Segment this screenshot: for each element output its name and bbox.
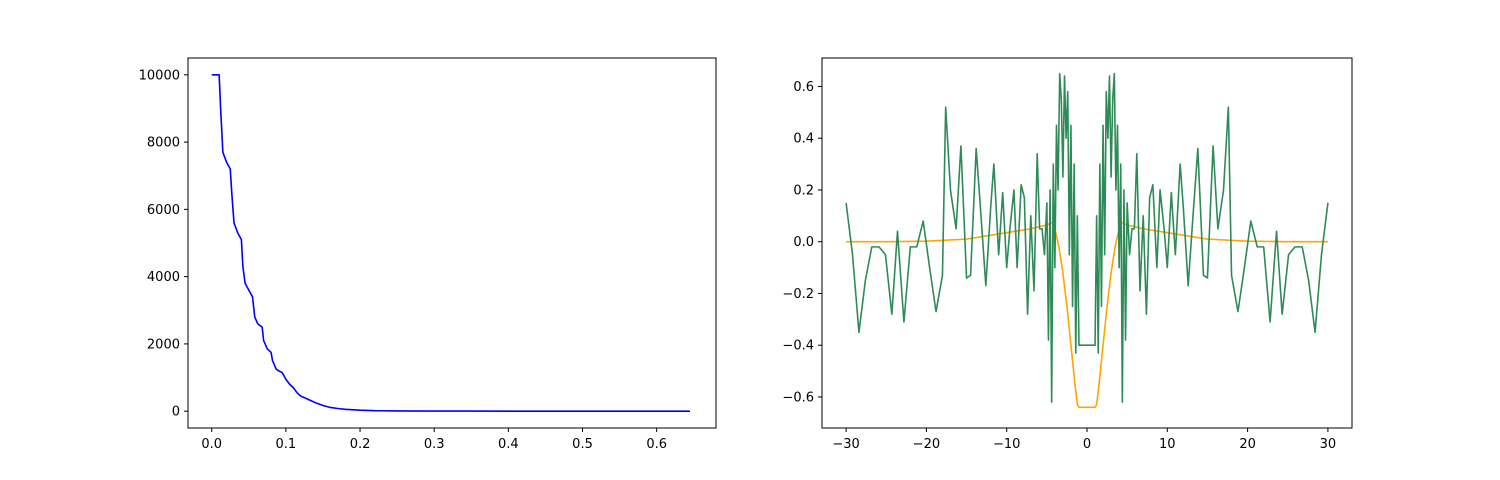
axes-frame [187, 57, 717, 429]
x-tick-label: 0.1 [276, 437, 297, 452]
x-tick-label: 20 [1239, 437, 1256, 452]
x-tick-label: −20 [913, 437, 940, 452]
x-tick-label: 30 [1320, 437, 1337, 452]
x-tick-label: 0.5 [572, 437, 593, 452]
y-tick-label: −0.4 [782, 339, 814, 354]
series-line-1 [211, 74, 691, 412]
y-tick-label: 6000 [147, 203, 180, 218]
y-tick-label: 2000 [147, 337, 180, 352]
y-tick-label: 10000 [139, 68, 180, 83]
x-tick-label: 0.3 [424, 437, 445, 452]
series-line-2 [845, 72, 1329, 403]
x-tick-label: 0.2 [350, 437, 371, 452]
x-tick-label: 0.6 [646, 437, 667, 452]
y-tick-label: −0.2 [782, 287, 814, 302]
x-tick-label: 10 [1159, 437, 1176, 452]
y-tick-label: 4000 [147, 270, 180, 285]
y-tick-label: 0.0 [793, 235, 814, 250]
right-axes: −30 −20 −10 0 10 20 30 −0.6 −0.4 −0.2 0.0 0.2 0.4 0.6 [782, 57, 1353, 452]
y-tick-label: 0.4 [793, 132, 814, 147]
axes-frame [821, 57, 1353, 429]
series-line-1 [846, 221, 1328, 409]
x-tick-label: −10 [993, 437, 1020, 452]
axes-border [187, 57, 717, 429]
x-tick-label: 0.4 [498, 437, 519, 452]
y-tick-label: 8000 [147, 136, 180, 151]
left-axes: 0.0 0.1 0.2 0.3 0.4 0.5 0.6 0 2000 4000 6000 8000 10… [139, 57, 717, 452]
y-tick-label: 0.2 [793, 183, 814, 198]
y-tick-label: −0.6 [782, 390, 814, 405]
x-tick-label: −30 [832, 437, 859, 452]
x-tick-label: 0.0 [201, 437, 222, 452]
x-tick-label: 0 [1083, 437, 1091, 452]
y-tick-label: 0 [172, 405, 180, 420]
y-tick-label: 0.6 [793, 80, 814, 95]
